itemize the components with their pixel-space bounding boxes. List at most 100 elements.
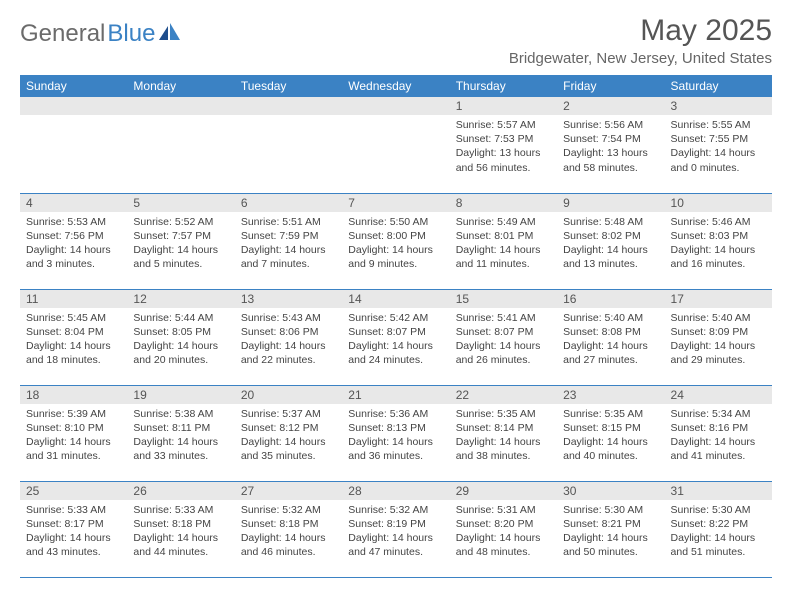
sunrise-text: Sunrise: 5:32 AM [241,503,336,517]
sunrise-text: Sunrise: 5:30 AM [563,503,658,517]
calendar-cell: 16Sunrise: 5:40 AMSunset: 8:08 PMDayligh… [557,289,664,385]
calendar-week-row: 25Sunrise: 5:33 AMSunset: 8:17 PMDayligh… [20,481,772,577]
day-number: 26 [127,482,234,500]
calendar-cell: 10Sunrise: 5:46 AMSunset: 8:03 PMDayligh… [665,193,772,289]
sunrise-text: Sunrise: 5:32 AM [348,503,443,517]
weekday-header: Sunday [20,75,127,97]
day-details: Sunrise: 5:32 AMSunset: 8:19 PMDaylight:… [342,500,449,564]
day-number: 6 [235,194,342,212]
logo: GeneralBlue [20,14,181,48]
day-number: 29 [450,482,557,500]
calendar-cell: 2Sunrise: 5:56 AMSunset: 7:54 PMDaylight… [557,97,664,193]
daylight-text: Daylight: 14 hours and 22 minutes. [241,339,336,367]
sunrise-text: Sunrise: 5:35 AM [563,407,658,421]
sunrise-text: Sunrise: 5:46 AM [671,215,766,229]
sunset-text: Sunset: 8:13 PM [348,421,443,435]
day-details: Sunrise: 5:50 AMSunset: 8:00 PMDaylight:… [342,212,449,276]
location-label: Bridgewater, New Jersey, United States [509,50,772,67]
day-details: Sunrise: 5:52 AMSunset: 7:57 PMDaylight:… [127,212,234,276]
sunset-text: Sunset: 8:02 PM [563,229,658,243]
sunset-text: Sunset: 8:22 PM [671,517,766,531]
day-number: 27 [235,482,342,500]
daylight-text: Daylight: 14 hours and 18 minutes. [26,339,121,367]
daylight-text: Daylight: 14 hours and 31 minutes. [26,435,121,463]
sunrise-text: Sunrise: 5:49 AM [456,215,551,229]
daylight-text: Daylight: 14 hours and 16 minutes. [671,243,766,271]
day-details: Sunrise: 5:49 AMSunset: 8:01 PMDaylight:… [450,212,557,276]
sunset-text: Sunset: 8:04 PM [26,325,121,339]
sunrise-text: Sunrise: 5:53 AM [26,215,121,229]
calendar-cell: 11Sunrise: 5:45 AMSunset: 8:04 PMDayligh… [20,289,127,385]
calendar-cell: 1Sunrise: 5:57 AMSunset: 7:53 PMDaylight… [450,97,557,193]
calendar-cell [20,97,127,193]
day-number: 24 [665,386,772,404]
sunrise-text: Sunrise: 5:55 AM [671,118,766,132]
calendar-cell: 19Sunrise: 5:38 AMSunset: 8:11 PMDayligh… [127,385,234,481]
daylight-text: Daylight: 13 hours and 56 minutes. [456,146,551,174]
day-details: Sunrise: 5:36 AMSunset: 8:13 PMDaylight:… [342,404,449,468]
daylight-text: Daylight: 14 hours and 26 minutes. [456,339,551,367]
day-details: Sunrise: 5:51 AMSunset: 7:59 PMDaylight:… [235,212,342,276]
empty-day [20,97,127,115]
calendar-cell: 24Sunrise: 5:34 AMSunset: 8:16 PMDayligh… [665,385,772,481]
calendar-week-row: 11Sunrise: 5:45 AMSunset: 8:04 PMDayligh… [20,289,772,385]
sunset-text: Sunset: 8:21 PM [563,517,658,531]
sunrise-text: Sunrise: 5:35 AM [456,407,551,421]
header: GeneralBlue May 2025 Bridgewater, New Je… [20,14,772,73]
daylight-text: Daylight: 14 hours and 40 minutes. [563,435,658,463]
daylight-text: Daylight: 14 hours and 35 minutes. [241,435,336,463]
sunrise-text: Sunrise: 5:48 AM [563,215,658,229]
sunset-text: Sunset: 8:09 PM [671,325,766,339]
weekday-header: Saturday [665,75,772,97]
weekday-header: Thursday [450,75,557,97]
calendar-cell [342,97,449,193]
calendar-cell: 18Sunrise: 5:39 AMSunset: 8:10 PMDayligh… [20,385,127,481]
day-number: 9 [557,194,664,212]
day-number: 17 [665,290,772,308]
sunset-text: Sunset: 8:20 PM [456,517,551,531]
weekday-header: Friday [557,75,664,97]
sunrise-text: Sunrise: 5:31 AM [456,503,551,517]
day-number: 8 [450,194,557,212]
calendar-cell: 7Sunrise: 5:50 AMSunset: 8:00 PMDaylight… [342,193,449,289]
weekday-header: Wednesday [342,75,449,97]
day-number: 23 [557,386,664,404]
page-title: May 2025 [509,14,772,48]
day-details: Sunrise: 5:37 AMSunset: 8:12 PMDaylight:… [235,404,342,468]
sunset-text: Sunset: 8:18 PM [241,517,336,531]
sunrise-text: Sunrise: 5:33 AM [26,503,121,517]
sunrise-text: Sunrise: 5:30 AM [671,503,766,517]
calendar-cell: 5Sunrise: 5:52 AMSunset: 7:57 PMDaylight… [127,193,234,289]
day-number: 22 [450,386,557,404]
day-details: Sunrise: 5:40 AMSunset: 8:09 PMDaylight:… [665,308,772,372]
calendar-cell [235,97,342,193]
daylight-text: Daylight: 14 hours and 29 minutes. [671,339,766,367]
day-number: 14 [342,290,449,308]
sunrise-text: Sunrise: 5:52 AM [133,215,228,229]
sunset-text: Sunset: 8:18 PM [133,517,228,531]
calendar-cell [127,97,234,193]
day-number: 16 [557,290,664,308]
daylight-text: Daylight: 14 hours and 43 minutes. [26,531,121,559]
daylight-text: Daylight: 14 hours and 27 minutes. [563,339,658,367]
daylight-text: Daylight: 14 hours and 47 minutes. [348,531,443,559]
calendar-cell: 31Sunrise: 5:30 AMSunset: 8:22 PMDayligh… [665,481,772,577]
day-number: 3 [665,97,772,115]
sunset-text: Sunset: 7:56 PM [26,229,121,243]
calendar-cell: 22Sunrise: 5:35 AMSunset: 8:14 PMDayligh… [450,385,557,481]
sunset-text: Sunset: 8:14 PM [456,421,551,435]
day-details: Sunrise: 5:39 AMSunset: 8:10 PMDaylight:… [20,404,127,468]
sails-icon [159,22,181,47]
day-details: Sunrise: 5:38 AMSunset: 8:11 PMDaylight:… [127,404,234,468]
sunset-text: Sunset: 8:15 PM [563,421,658,435]
calendar-cell: 28Sunrise: 5:32 AMSunset: 8:19 PMDayligh… [342,481,449,577]
calendar-cell: 20Sunrise: 5:37 AMSunset: 8:12 PMDayligh… [235,385,342,481]
day-details: Sunrise: 5:57 AMSunset: 7:53 PMDaylight:… [450,115,557,179]
calendar-cell: 8Sunrise: 5:49 AMSunset: 8:01 PMDaylight… [450,193,557,289]
empty-day [127,97,234,115]
sunset-text: Sunset: 7:53 PM [456,132,551,146]
sunset-text: Sunset: 8:06 PM [241,325,336,339]
calendar-cell: 26Sunrise: 5:33 AMSunset: 8:18 PMDayligh… [127,481,234,577]
sunset-text: Sunset: 7:54 PM [563,132,658,146]
sunset-text: Sunset: 8:01 PM [456,229,551,243]
